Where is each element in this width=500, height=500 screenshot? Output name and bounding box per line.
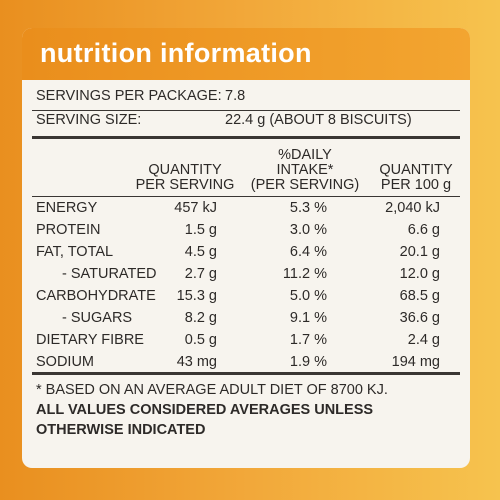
cell: 2.7 g <box>184 266 217 282</box>
row-label: CARBOHYDRATE <box>36 288 156 304</box>
column-header: QUANTITY <box>148 162 222 178</box>
rule <box>32 110 460 111</box>
row-label: - SATURATED <box>62 266 157 282</box>
cell: 5.3 % <box>289 200 327 216</box>
rule <box>32 196 460 197</box>
cell: 20.1 g <box>399 244 440 260</box>
cell: 1.9 % <box>289 354 327 370</box>
cell: 36.6 g <box>399 310 440 326</box>
note: ALL VALUES CONSIDERED AVERAGES UNLESS OT… <box>36 402 374 438</box>
column-header: INTAKE* <box>276 162 334 178</box>
row-label: PROTEIN <box>36 222 101 238</box>
cell: 5.0 % <box>289 288 327 304</box>
serving-label: SERVING SIZE: <box>36 112 142 128</box>
column-header: PER 100 g <box>380 177 452 193</box>
cell: 68.5 g <box>399 288 440 304</box>
row-label: DIETARY FIBRE <box>36 332 144 348</box>
header-bar: nutrition information <box>22 28 470 80</box>
rule <box>32 372 460 375</box>
cell: 6.4 % <box>289 244 327 260</box>
cell: 12.0 g <box>399 266 440 282</box>
nutrition-panel: nutrition information SERVINGS PER PACKA… <box>22 28 470 468</box>
column-header: QUANTITY <box>379 162 453 178</box>
cell: 11.2 % <box>282 266 327 282</box>
column-header: PER SERVING <box>135 177 235 193</box>
cell: 457 kJ <box>174 200 217 216</box>
serving-label: SERVINGS PER PACKAGE: <box>36 88 222 104</box>
row-label: - SUGARS <box>62 310 133 326</box>
serving-value: 7.8 <box>225 88 246 104</box>
column-header: %DAILY <box>278 147 332 163</box>
row-label: FAT, TOTAL <box>36 244 114 260</box>
cell: 0.5 g <box>184 332 217 348</box>
footnote: * BASED ON AN AVERAGE ADULT DIET OF 8700… <box>36 382 388 398</box>
serving-value: 22.4 g (ABOUT 8 BISCUITS) <box>225 112 412 128</box>
rule <box>32 136 460 139</box>
cell: 6.6 g <box>407 222 440 238</box>
row-label: SODIUM <box>36 354 94 370</box>
cell: 2.4 g <box>407 332 440 348</box>
cell: 2,040 kJ <box>385 200 440 216</box>
cell: 194 mg <box>391 354 440 370</box>
cell: 9.1 % <box>289 310 327 326</box>
cell: 4.5 g <box>184 244 217 260</box>
cell: 1.7 % <box>289 332 327 348</box>
cell: 8.2 g <box>184 310 217 326</box>
cell: 15.3 g <box>176 288 217 304</box>
cell: 3.0 % <box>289 222 327 238</box>
cell: 1.5 g <box>184 222 217 238</box>
row-label: ENERGY <box>36 200 98 216</box>
title: nutrition information <box>40 38 312 68</box>
column-header: (PER SERVING) <box>250 177 360 193</box>
cell: 43 mg <box>176 354 217 370</box>
